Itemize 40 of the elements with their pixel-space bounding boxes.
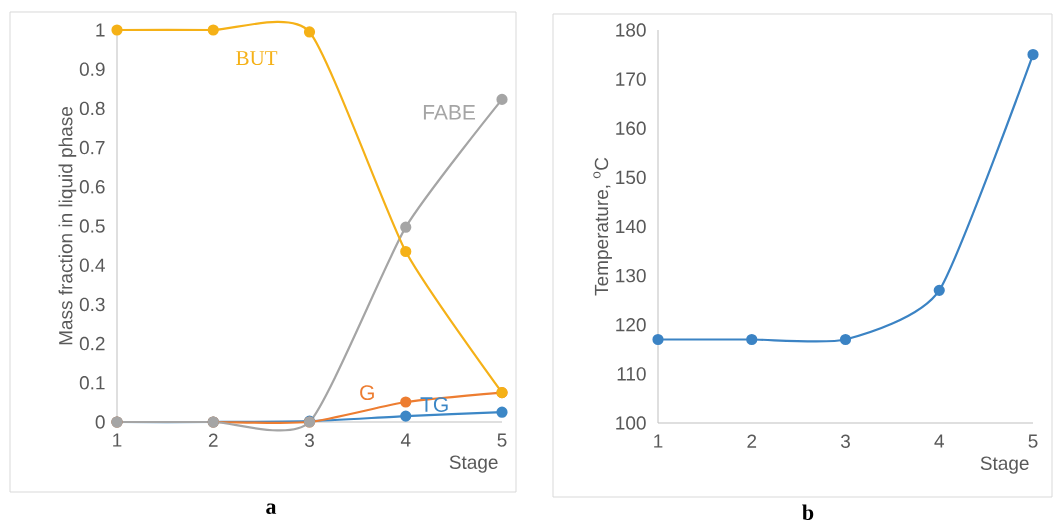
x-tick-label: 4 [400,433,411,447]
y-tick-label: 0.8 [79,101,105,116]
y-tick-label: 0.1 [79,376,105,390]
x-tick-label: 4 [934,434,944,448]
text: b [802,504,814,520]
series-label: BUT [236,51,278,66]
y-axis-title: Mass fraction in liquid phase [58,107,77,345]
y-tick-label: 0.9 [79,62,105,76]
y-tick-label: 180 [616,23,646,37]
y-tick-label: 160 [616,121,646,135]
series-label: TG [420,397,448,412]
y-tick-label: 130 [616,268,646,283]
text: a [266,503,277,515]
y-tick-label: 1 [96,23,105,37]
series-label: FABE [423,105,476,120]
y-tick-label: 0.5 [79,219,105,233]
y-tick-label: 100 [616,416,646,430]
y-tick-label: 0.3 [79,297,105,312]
x-axis-title: Stage [449,455,498,473]
y-tick-label: 0.2 [79,336,105,351]
y-tick-label: 0.6 [79,180,105,194]
x-axis-title: Stage [980,456,1029,474]
y-tick-label: 140 [616,219,646,234]
y-tick-label: 0 [95,415,105,429]
x-tick-label: 1 [654,434,663,448]
x-tick-label: 1 [113,433,122,447]
y-tick-label: 0.7 [79,140,105,155]
series-label: G [360,385,374,401]
y-tick-label: 120 [616,318,646,332]
x-tick-label: 5 [497,433,507,447]
y-tick-label: 0.4 [79,258,105,272]
x-tick-label: 3 [304,433,314,447]
y-tick-label: 150 [616,170,646,185]
x-tick-label: 5 [1028,434,1038,448]
x-tick-label: 3 [840,434,850,448]
y-tick-label: 170 [616,72,646,86]
x-tick-label: 2 [747,434,757,448]
y-tick-label: 110 [617,367,646,381]
y-axis-title: Temperature, $^{o}$C [593,157,612,296]
x-tick-label: 2 [208,433,218,447]
